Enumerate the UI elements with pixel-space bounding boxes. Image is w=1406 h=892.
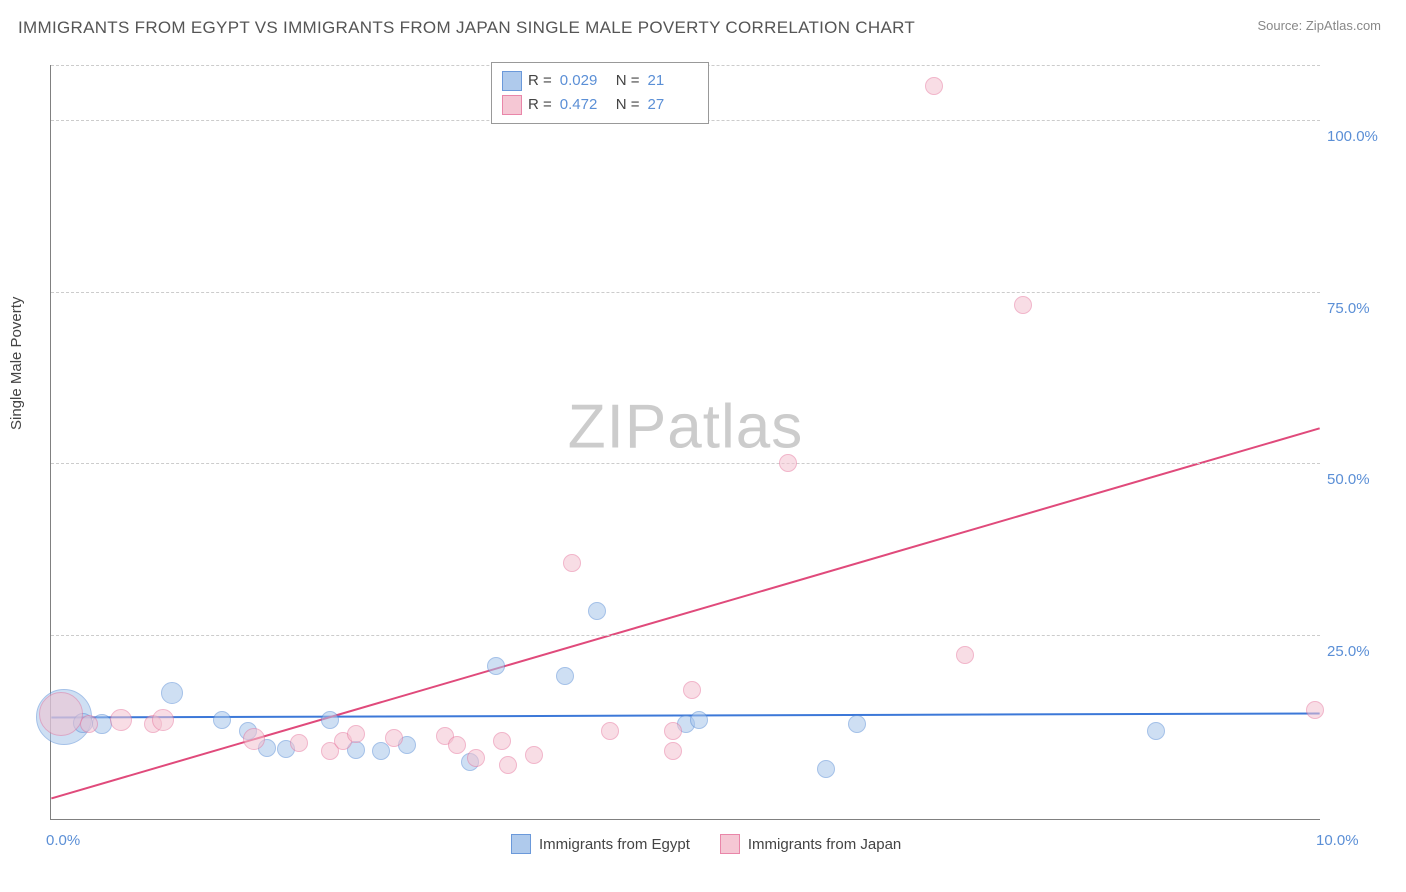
data-point — [290, 734, 308, 752]
data-point — [499, 756, 517, 774]
gridline — [51, 463, 1320, 464]
data-point — [493, 732, 511, 750]
data-point — [817, 760, 835, 778]
n-value-japan: 27 — [648, 93, 698, 117]
y-tick-label: 50.0% — [1327, 471, 1382, 488]
data-point — [372, 742, 390, 760]
data-point — [956, 646, 974, 664]
data-point — [321, 711, 339, 729]
chart-container: Single Male Poverty ZIPatlas R = 0.029 N… — [18, 50, 1386, 892]
data-point — [779, 454, 797, 472]
data-point — [213, 711, 231, 729]
legend-row-egypt: R = 0.029 N = 21 — [502, 69, 698, 93]
x-tick-label: 10.0% — [1316, 832, 1359, 849]
y-tick-label: 75.0% — [1327, 300, 1382, 317]
x-tick-label: 0.0% — [46, 832, 80, 849]
r-label: R = — [528, 69, 552, 93]
r-value-japan: 0.472 — [560, 93, 610, 117]
data-point — [848, 715, 866, 733]
data-point — [385, 729, 403, 747]
y-axis-label: Single Male Poverty — [8, 297, 25, 430]
source-attribution: Source: ZipAtlas.com — [1257, 18, 1381, 33]
data-point — [1014, 296, 1032, 314]
chart-title: IMMIGRANTS FROM EGYPT VS IMMIGRANTS FROM… — [18, 18, 915, 38]
data-point — [525, 746, 543, 764]
data-point — [588, 602, 606, 620]
series-label: Immigrants from Egypt — [539, 836, 690, 853]
swatch-japan — [720, 834, 740, 854]
data-point — [80, 715, 98, 733]
n-label: N = — [616, 93, 640, 117]
data-point — [690, 711, 708, 729]
data-point — [563, 554, 581, 572]
r-value-egypt: 0.029 — [560, 69, 610, 93]
y-tick-label: 25.0% — [1327, 643, 1382, 660]
data-point — [487, 657, 505, 675]
gridline — [51, 292, 1320, 293]
data-point — [161, 682, 183, 704]
data-point — [683, 681, 701, 699]
data-point — [925, 77, 943, 95]
n-value-egypt: 21 — [648, 69, 698, 93]
legend-row-japan: R = 0.472 N = 27 — [502, 93, 698, 117]
data-point — [448, 736, 466, 754]
data-point — [1306, 701, 1324, 719]
trend-line — [51, 428, 1319, 798]
trend-lines — [51, 65, 1320, 819]
gridline — [51, 635, 1320, 636]
series-label: Immigrants from Japan — [748, 836, 901, 853]
n-label: N = — [616, 69, 640, 93]
data-point — [664, 722, 682, 740]
data-point — [1147, 722, 1165, 740]
data-point — [110, 709, 132, 731]
y-tick-label: 100.0% — [1327, 128, 1382, 145]
data-point — [347, 725, 365, 743]
swatch-japan — [502, 95, 522, 115]
legend-item-egypt: Immigrants from Egypt — [511, 834, 690, 854]
data-point — [152, 709, 174, 731]
data-point — [664, 742, 682, 760]
data-point — [467, 749, 485, 767]
correlation-legend: R = 0.029 N = 21 R = 0.472 N = 27 — [491, 62, 709, 124]
legend-item-japan: Immigrants from Japan — [720, 834, 901, 854]
watermark: ZIPatlas — [568, 391, 803, 462]
swatch-egypt — [511, 834, 531, 854]
swatch-egypt — [502, 71, 522, 91]
r-label: R = — [528, 93, 552, 117]
data-point — [243, 728, 265, 750]
data-point — [556, 667, 574, 685]
data-point — [601, 722, 619, 740]
series-legend: Immigrants from Egypt Immigrants from Ja… — [511, 834, 901, 854]
plot-area: ZIPatlas R = 0.029 N = 21 R = 0.472 N = … — [50, 65, 1320, 820]
data-point — [39, 692, 83, 736]
